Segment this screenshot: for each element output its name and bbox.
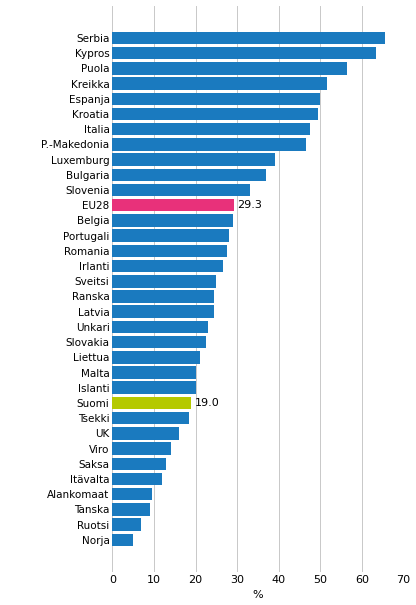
Bar xyxy=(112,503,150,515)
Bar xyxy=(112,169,266,181)
Bar xyxy=(112,184,250,196)
Bar xyxy=(112,62,347,74)
Bar xyxy=(112,199,234,212)
Bar xyxy=(112,518,141,531)
Text: 19.0: 19.0 xyxy=(195,398,219,408)
X-axis label: %: % xyxy=(253,590,263,600)
Text: 29.3: 29.3 xyxy=(238,200,262,211)
Bar xyxy=(112,366,196,379)
Bar xyxy=(112,290,214,302)
Bar xyxy=(112,93,320,105)
Bar xyxy=(112,229,229,242)
Bar xyxy=(112,214,233,227)
Bar xyxy=(112,154,275,166)
Bar xyxy=(112,31,385,44)
Bar xyxy=(112,123,310,136)
Bar xyxy=(112,397,191,409)
Bar xyxy=(112,442,171,455)
Bar xyxy=(112,306,214,318)
Bar xyxy=(112,351,200,364)
Bar xyxy=(112,138,306,151)
Bar xyxy=(112,412,189,424)
Bar xyxy=(112,321,208,333)
Bar xyxy=(112,457,166,470)
Bar xyxy=(112,47,376,59)
Bar xyxy=(112,260,223,272)
Bar xyxy=(112,244,227,257)
Bar xyxy=(112,427,179,440)
Bar xyxy=(112,275,216,287)
Bar xyxy=(112,473,162,485)
Bar xyxy=(112,488,152,500)
Bar xyxy=(112,108,318,120)
Bar xyxy=(112,77,327,90)
Bar xyxy=(112,336,206,348)
Bar xyxy=(112,382,196,394)
Bar xyxy=(112,534,133,546)
